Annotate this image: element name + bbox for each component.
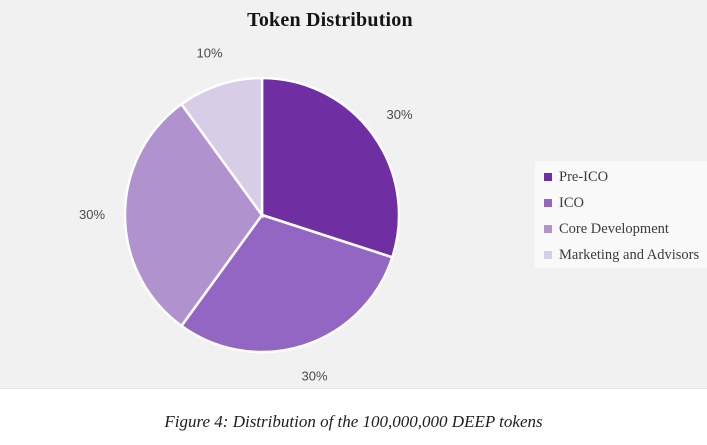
pie-slice-pre-ico (260, 76, 401, 259)
legend-swatch-marketing-and-advisors (544, 251, 552, 259)
pie-chart: 30% 30% 30% 10% (79, 45, 413, 384)
legend-label: Pre-ICO (559, 168, 609, 185)
pie-slice-percent-label: 10% (196, 45, 222, 60)
pie-slice-percent-label: 30% (79, 207, 105, 222)
figure-caption: Figure 4: Distribution of the 100,000,00… (164, 412, 543, 431)
pie-slice-core-development (123, 102, 264, 328)
legend-item-pre-ico: Pre-ICO (544, 164, 707, 190)
chart-title: Token Distribution (247, 9, 413, 31)
pie-slice-percent-label: 30% (386, 107, 412, 122)
legend-label: Core Development (559, 220, 669, 237)
pie-slice-percent-label: 30% (301, 369, 327, 384)
pie-slice-ico (179, 213, 394, 354)
legend-item-core-development: Core Development (544, 216, 707, 242)
legend-label: ICO (559, 194, 584, 211)
legend-item-marketing-and-advisors: Marketing and Advisors (544, 242, 707, 268)
legend-swatch-core-development (544, 225, 552, 233)
legend-item-ico: ICO (544, 190, 707, 216)
chart-panel: Token Distribution 30% 30% 30% 10% Pre-ICO … (0, 0, 707, 389)
legend-swatch-pre-ico (544, 173, 552, 181)
chart-legend: Pre-ICO ICO Core Development Marketing a… (535, 161, 707, 268)
legend-label: Marketing and Advisors (559, 246, 700, 263)
legend-swatch-ico (544, 199, 552, 207)
pie-slice-marketing-and-advisors (179, 76, 264, 219)
